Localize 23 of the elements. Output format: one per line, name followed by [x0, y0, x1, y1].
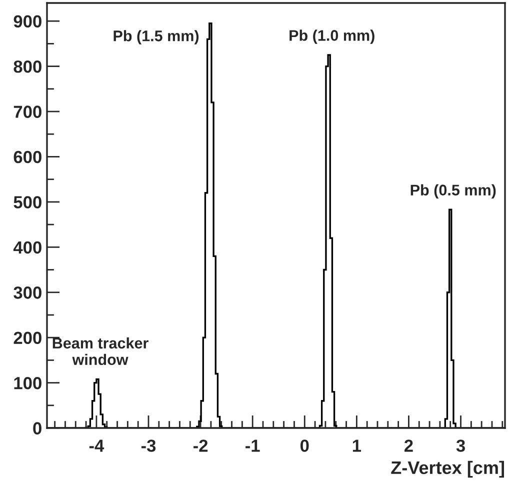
x-tick-label: 2 — [404, 440, 413, 452]
x-axis-title: Z-Vertex [cm] — [391, 460, 504, 478]
y-tick-label: 200 — [14, 332, 42, 344]
annotation: Beam tracker window — [52, 337, 148, 366]
y-tick-label: 500 — [14, 196, 42, 208]
x-tick-label: 3 — [456, 440, 465, 452]
y-tick-label: 800 — [14, 60, 42, 73]
x-tick-label: 1 — [352, 440, 362, 452]
annotation: Pb (1.0 mm) — [290, 30, 374, 44]
x-tick-label: 0 — [300, 440, 309, 452]
y-tick-label: 900 — [14, 15, 42, 28]
y-tick-label: 300 — [14, 286, 42, 299]
y-tick-label: 100 — [14, 376, 42, 390]
y-tick-label: 600 — [14, 150, 42, 164]
annotation: Pb (1.5 mm) — [114, 30, 199, 44]
x-tick-label: -1 — [246, 440, 260, 452]
x-tick-label: -2 — [193, 440, 208, 452]
x-tick-label: -4 — [89, 440, 104, 452]
y-tick-label: 700 — [14, 106, 42, 118]
annotation: Pb (0.5 mm) — [410, 184, 496, 199]
x-tick-label: -3 — [141, 440, 156, 452]
y-tick-label: 400 — [13, 241, 42, 254]
y-tick-label: 0 — [33, 422, 42, 434]
